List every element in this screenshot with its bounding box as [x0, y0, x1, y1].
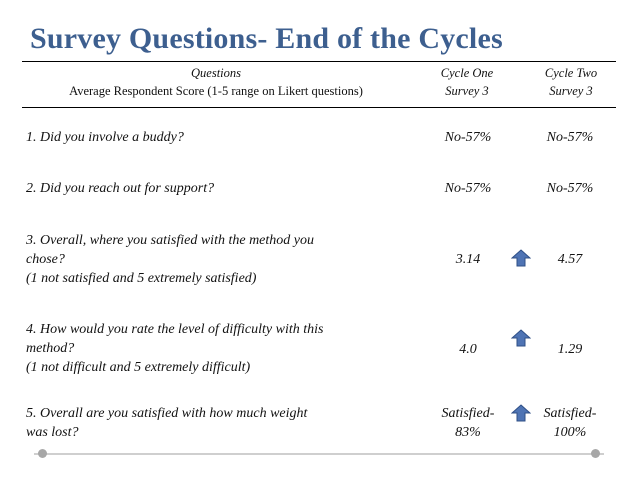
question-3: 3. Overall, where you satisfied with the…	[26, 231, 411, 288]
header-cycle-two: Cycle Two Survey 3	[528, 64, 614, 100]
up-arrow-icon	[511, 249, 531, 267]
cycle-one-value-1-line: No-57%	[444, 130, 492, 145]
cycle-two-value-1-line: No-57%	[546, 130, 594, 145]
question-5-line-2: was lost?	[26, 425, 79, 440]
question-5-line-1: 5. Overall are you satisfied with how mu…	[26, 406, 308, 421]
question-1: 1. Did you involve a buddy?	[26, 128, 411, 147]
cycle-two-value-3-line: 4.57	[557, 252, 583, 267]
up-arrow-icon	[511, 404, 531, 422]
cycle-one-value-2-line: No-57%	[444, 181, 492, 196]
footer-right-dot	[591, 449, 600, 458]
cycle-one-value-4-line: 4.0	[459, 342, 477, 357]
cycle-one-value-5-line-2: 83%	[455, 425, 481, 440]
cycle-one-value-3: 3.14	[422, 250, 514, 269]
header-bottom-rule	[22, 107, 616, 108]
cycle-two-value-2: No-57%	[524, 179, 616, 198]
cycle-two-value-5-line-1: Satisfied-	[543, 406, 597, 421]
cycle-two-value-1: No-57%	[524, 128, 616, 147]
question-3-line-3: (1 not satisfied and 5 extremely satisfi…	[26, 271, 257, 286]
header-cycle-one-survey: Survey 3	[445, 84, 489, 98]
cycle-two-value-3: 4.57	[524, 250, 616, 269]
slide-title: Survey Questions- End of the Cycles	[30, 22, 503, 55]
up-arrow-icon	[511, 329, 531, 347]
question-4-line-2: method?	[26, 341, 75, 356]
question-4: 4. How would you rate the level of diffi…	[26, 320, 411, 377]
cycle-two-value-4-line: 1.29	[557, 342, 583, 357]
question-2: 2. Did you reach out for support?	[26, 179, 411, 198]
cycle-two-value-5: Satisfied- 100%	[524, 404, 616, 442]
question-3-line-2: chose?	[26, 252, 65, 267]
cycle-two-value-4: 1.29	[524, 340, 616, 359]
question-3-line-1: 3. Overall, where you satisfied with the…	[26, 233, 314, 248]
cycle-one-value-2: No-57%	[422, 179, 514, 198]
header-cycle-one: Cycle One Survey 3	[424, 64, 510, 100]
footer-left-dot	[38, 449, 47, 458]
cycle-one-value-5-line-1: Satisfied-	[441, 406, 495, 421]
cycle-one-value-3-line: 3.14	[455, 252, 481, 267]
header-questions-subtitle: Average Respondent Score (1-5 range on L…	[69, 84, 363, 98]
header-questions: Questions Average Respondent Score (1-5 …	[24, 64, 408, 100]
question-1-line: 1. Did you involve a buddy?	[26, 130, 184, 145]
question-4-line-1: 4. How would you rate the level of diffi…	[26, 322, 324, 337]
header-cycle-one-label: Cycle One	[440, 66, 494, 80]
cycle-one-value-1: No-57%	[422, 128, 514, 147]
header-top-rule	[22, 61, 616, 62]
cycle-one-value-5: Satisfied- 83%	[422, 404, 514, 442]
footer-rule	[34, 453, 604, 455]
cycle-one-value-4: 4.0	[422, 340, 514, 359]
header-cycle-two-label: Cycle Two	[544, 66, 598, 80]
question-5: 5. Overall are you satisfied with how mu…	[26, 404, 411, 442]
question-4-line-3: (1 not difficult and 5 extremely difficu…	[26, 360, 251, 375]
header-questions-label: Questions	[191, 66, 241, 80]
cycle-two-value-2-line: No-57%	[546, 181, 594, 196]
question-2-line: 2. Did you reach out for support?	[26, 181, 215, 196]
cycle-two-value-5-line-2: 100%	[553, 425, 587, 440]
header-cycle-two-survey: Survey 3	[549, 84, 593, 98]
